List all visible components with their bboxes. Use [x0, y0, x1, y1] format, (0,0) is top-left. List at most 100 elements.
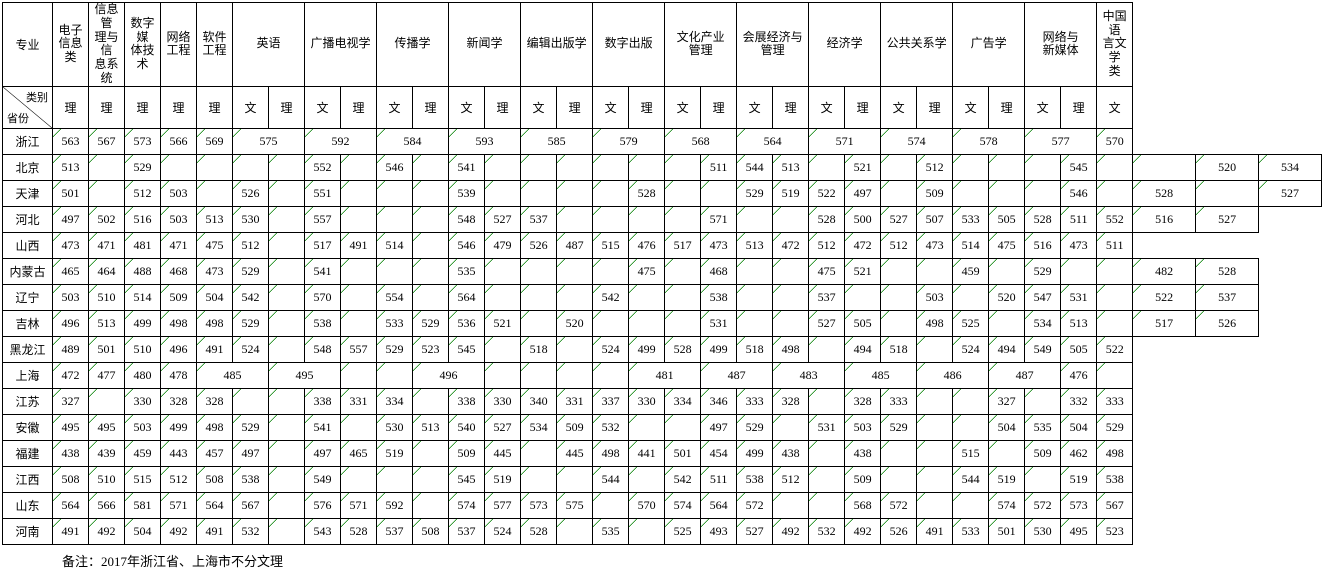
score-cell — [521, 466, 557, 492]
major-header: 数字媒 体技术 — [125, 3, 161, 87]
score-cell: 533 — [377, 310, 413, 336]
score-cell: 497 — [845, 180, 881, 206]
score-cell: 542 — [233, 284, 269, 310]
score-cell: 459 — [125, 440, 161, 466]
score-cell: 566 — [89, 492, 125, 518]
score-cell — [1025, 180, 1061, 206]
score-cell: 534 — [1259, 154, 1322, 180]
score-cell: 538 — [701, 284, 737, 310]
score-cell: 512 — [881, 232, 917, 258]
score-cell: 521 — [485, 310, 521, 336]
header-province-label: 省份 — [7, 110, 29, 126]
score-cell: 517 — [1133, 310, 1196, 336]
score-cell — [917, 388, 953, 414]
score-cell — [197, 180, 233, 206]
score-cell: 516 — [125, 206, 161, 232]
score-cell: 472 — [773, 232, 809, 258]
score-cell — [1061, 258, 1097, 284]
score-cell — [341, 284, 377, 310]
score-cell: 529 — [125, 154, 161, 180]
score-cell — [89, 180, 125, 206]
score-cell — [413, 466, 449, 492]
score-cell: 498 — [917, 310, 953, 336]
major-header: 信息管 理与信 息系统 — [89, 3, 125, 87]
score-cell: 513 — [737, 232, 773, 258]
score-cell: 475 — [809, 258, 845, 284]
score-cell: 563 — [53, 128, 89, 154]
score-cell: 529 — [233, 310, 269, 336]
score-cell: 533 — [953, 518, 989, 544]
score-cell — [485, 284, 521, 310]
category-header: 文 — [665, 86, 701, 128]
score-cell: 522 — [1133, 284, 1196, 310]
score-cell: 544 — [737, 154, 773, 180]
score-cell: 495 — [1061, 518, 1097, 544]
score-cell: 525 — [665, 518, 701, 544]
score-cell — [737, 284, 773, 310]
score-cell: 457 — [197, 440, 233, 466]
score-cell: 531 — [1061, 284, 1097, 310]
score-cell: 528 — [1196, 258, 1259, 284]
score-cell: 568 — [665, 128, 737, 154]
score-cell — [629, 284, 665, 310]
score-cell: 332 — [1061, 388, 1097, 414]
score-cell: 517 — [665, 232, 701, 258]
score-cell — [521, 284, 557, 310]
score-cell: 570 — [1097, 128, 1133, 154]
province-cell: 吉林 — [3, 310, 53, 336]
score-cell: 499 — [737, 440, 773, 466]
category-header: 理 — [989, 86, 1025, 128]
score-cell: 346 — [701, 388, 737, 414]
score-cell: 512 — [773, 466, 809, 492]
major-header: 新闻学 — [449, 3, 521, 87]
score-cell: 529 — [1025, 258, 1061, 284]
score-cell: 518 — [881, 336, 917, 362]
category-header: 理 — [53, 86, 89, 128]
score-cell: 526 — [881, 518, 917, 544]
score-cell: 513 — [53, 154, 89, 180]
score-cell: 529 — [881, 414, 917, 440]
score-cell: 472 — [845, 232, 881, 258]
category-header: 理 — [269, 86, 305, 128]
score-cell — [485, 362, 521, 388]
score-cell: 491 — [53, 518, 89, 544]
score-cell — [593, 154, 629, 180]
score-cell: 519 — [377, 440, 413, 466]
score-cell: 519 — [485, 466, 521, 492]
score-cell — [593, 310, 629, 336]
score-cell: 330 — [125, 388, 161, 414]
score-cell: 498 — [773, 336, 809, 362]
score-cell: 547 — [1025, 284, 1061, 310]
score-cell — [341, 362, 377, 388]
score-cell: 542 — [665, 466, 701, 492]
score-cell: 528 — [1025, 206, 1061, 232]
province-cell: 内蒙古 — [3, 258, 53, 284]
score-cell — [629, 414, 665, 440]
score-cell — [269, 388, 305, 414]
score-cell — [629, 154, 665, 180]
score-cell: 512 — [161, 466, 197, 492]
score-cell: 546 — [1061, 180, 1097, 206]
score-cell — [953, 284, 989, 310]
score-cell: 545 — [449, 466, 485, 492]
score-cell: 509 — [557, 414, 593, 440]
score-cell — [881, 154, 917, 180]
score-cell: 584 — [377, 128, 449, 154]
score-cell — [1097, 180, 1133, 206]
score-cell: 492 — [773, 518, 809, 544]
score-cell: 579 — [593, 128, 665, 154]
score-cell: 528 — [629, 180, 665, 206]
score-cell: 443 — [161, 440, 197, 466]
score-cell: 524 — [233, 336, 269, 362]
score-cell: 492 — [161, 518, 197, 544]
score-cell — [485, 180, 521, 206]
score-cell: 527 — [809, 310, 845, 336]
score-cell — [269, 284, 305, 310]
score-cell — [809, 466, 845, 492]
major-header: 广播电视学 — [305, 3, 377, 87]
score-cell: 508 — [53, 466, 89, 492]
score-cell: 529 — [1097, 414, 1133, 440]
score-cell: 472 — [53, 362, 89, 388]
score-cell — [557, 284, 593, 310]
score-cell — [1025, 388, 1061, 414]
